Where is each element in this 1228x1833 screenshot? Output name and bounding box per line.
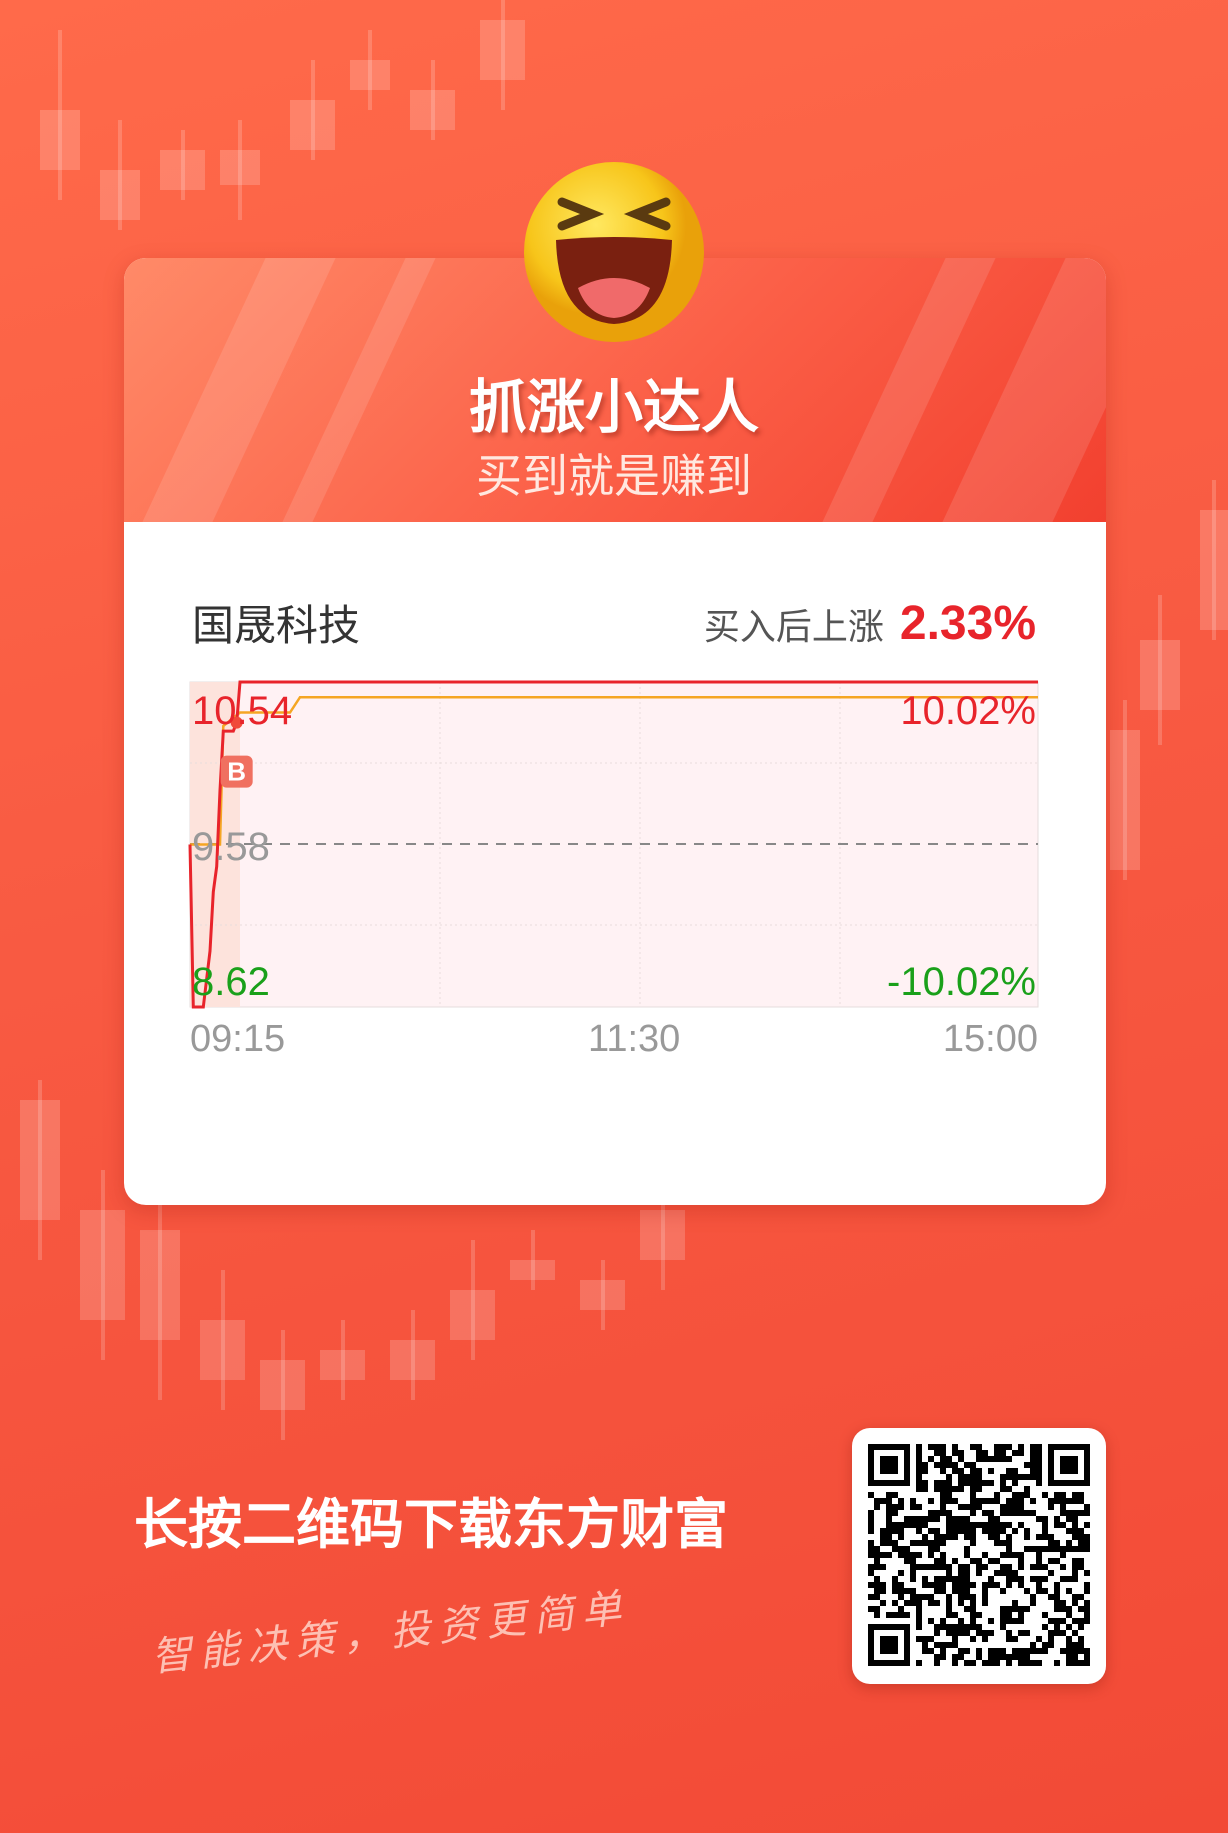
candle-body xyxy=(100,170,140,220)
candle-body xyxy=(1140,640,1180,710)
candle-wick xyxy=(430,60,435,140)
candle-wick xyxy=(58,30,62,200)
candle-body xyxy=(640,1210,685,1260)
candle-wick xyxy=(340,1320,345,1400)
candle-wick xyxy=(118,120,122,230)
candle-body xyxy=(260,1360,305,1410)
candle-wick xyxy=(600,1260,605,1330)
x-tick-mid: 11:30 xyxy=(588,1018,681,1060)
x-tick-open: 09:15 xyxy=(190,1018,286,1060)
candle-wick xyxy=(530,1230,535,1290)
stock-name: 国晟科技 xyxy=(192,601,361,650)
buy-marker: B xyxy=(220,716,253,788)
candle-body xyxy=(290,100,335,150)
gain-label: 买入后上涨 xyxy=(703,607,884,648)
candle-wick xyxy=(280,1330,285,1440)
candle-wick xyxy=(410,1310,415,1400)
average-price-line xyxy=(190,695,1038,846)
price-line xyxy=(188,680,1038,1009)
slogan: 智能决策，投资更简单 xyxy=(149,1585,632,1681)
candle-body xyxy=(160,150,205,190)
candle-wick xyxy=(1123,700,1127,880)
download-cta: 长按二维码下载东方财富 xyxy=(134,1493,728,1556)
candle-body xyxy=(410,90,455,130)
candle-body xyxy=(580,1280,625,1310)
gain-info: 买入后上涨 2.33% xyxy=(704,596,1036,651)
candle-body xyxy=(200,1320,245,1380)
gain-value: 2.33% xyxy=(899,597,1036,650)
candle-wick xyxy=(500,0,505,110)
qr-code[interactable] xyxy=(852,1428,1106,1684)
candle-body xyxy=(1200,510,1228,630)
candle-wick xyxy=(470,1240,475,1360)
header-subtitle: 买到就是赚到 xyxy=(476,449,752,503)
y-label-low: 8.62 xyxy=(192,960,270,1004)
candle-wick xyxy=(310,60,315,160)
candle-body xyxy=(40,110,80,170)
candle-body xyxy=(480,20,525,80)
pct-label-low: -10.02% xyxy=(887,960,1036,1004)
candle-body xyxy=(320,1350,365,1380)
candle-body xyxy=(510,1260,555,1280)
candle-body xyxy=(450,1290,495,1340)
buy-point xyxy=(230,716,243,729)
candle-wick xyxy=(660,1180,665,1290)
candle-wick xyxy=(1158,595,1162,745)
x-tick-close: 15:00 xyxy=(942,1018,1038,1060)
qr-code-icon xyxy=(868,1444,1090,1666)
y-label-prev-close: 9.58 xyxy=(192,825,270,869)
candle-wick xyxy=(220,1270,225,1410)
candle-body xyxy=(20,1100,60,1220)
y-label-high: 10.54 xyxy=(192,689,292,733)
candle-wick xyxy=(1212,480,1216,640)
candle-wick xyxy=(368,30,372,110)
pct-label-high: 10.02% xyxy=(900,689,1036,733)
candle-wick xyxy=(100,1170,105,1360)
buy-badge-label: B xyxy=(227,757,246,787)
laughing-emoji-icon xyxy=(524,162,704,342)
candle-body xyxy=(140,1230,180,1340)
intraday-chart: B 10.54 9.58 8.62 10.02% -10.02% xyxy=(188,680,1039,1009)
candle-body xyxy=(80,1210,125,1320)
candle-body xyxy=(390,1340,435,1380)
header-title: 抓涨小达人 xyxy=(468,373,759,441)
candle-body xyxy=(220,150,260,185)
buy-badge xyxy=(220,755,253,788)
candle-wick xyxy=(238,120,242,220)
candle-wick xyxy=(38,1080,42,1260)
candle-body xyxy=(1110,730,1140,870)
candle-body xyxy=(350,60,390,90)
candle-wick xyxy=(180,130,185,200)
candle-wick xyxy=(158,1200,162,1400)
